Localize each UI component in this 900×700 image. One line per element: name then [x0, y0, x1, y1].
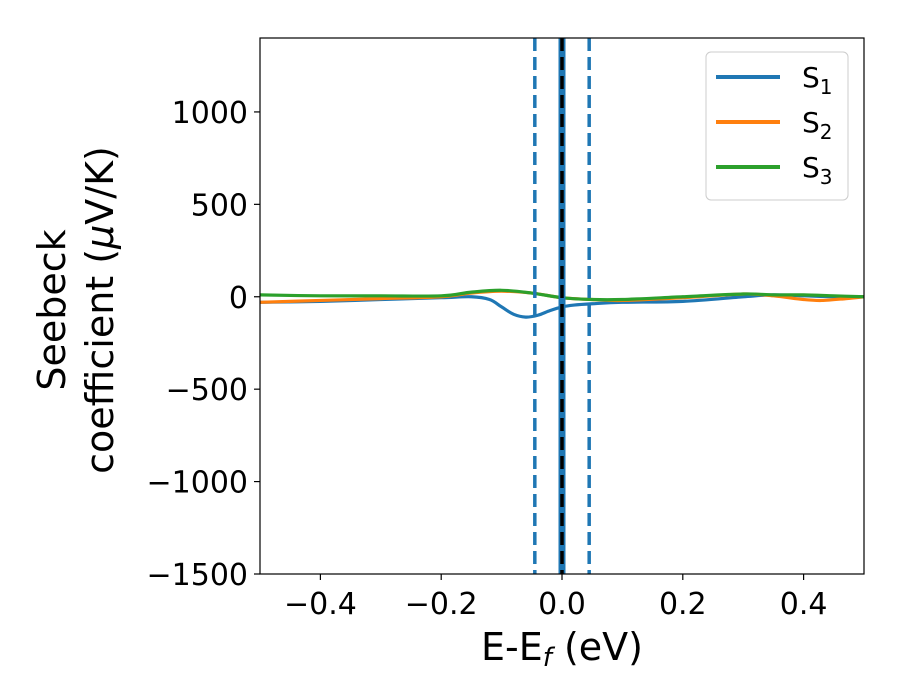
- x-tick-label: 0.2: [659, 587, 707, 622]
- reference-lines: [533, 38, 591, 574]
- y-tick-label: 500: [191, 188, 248, 223]
- series-layer: [260, 288, 864, 319]
- y-tick-label: −500: [166, 373, 248, 408]
- legend-label-s1: S1: [802, 61, 833, 99]
- legend-label-s3: S3: [802, 151, 833, 189]
- x-axis: −0.4 −0.2 0.0 0.2 0.4: [284, 574, 827, 622]
- y-tick-label: −1000: [147, 466, 248, 501]
- y-axis-title: Seebeck coefficient (μV/K): [30, 146, 122, 474]
- y-tick-label: 1000: [172, 96, 248, 131]
- x-axis-title: E-Ef (eV): [481, 625, 643, 673]
- x-tick-label: 0.4: [780, 587, 828, 622]
- series-line-s3: [260, 288, 864, 302]
- x-tick-label: 0.0: [538, 587, 586, 622]
- y-axis: −1500 −1000 −500 0 500 1000: [147, 96, 260, 593]
- y-axis-title-line1: Seebeck: [30, 229, 74, 390]
- x-tick-label: −0.4: [284, 587, 357, 622]
- legend-label-s2: S2: [802, 106, 833, 144]
- y-axis-title-line2: coefficient (μV/K): [78, 146, 122, 474]
- legend: S1 S2 S3: [705, 51, 849, 201]
- y-tick-label: −1500: [147, 558, 248, 593]
- x-tick-label: −0.2: [405, 587, 478, 622]
- y-tick-label: 0: [229, 281, 248, 316]
- legend-box: [705, 51, 849, 201]
